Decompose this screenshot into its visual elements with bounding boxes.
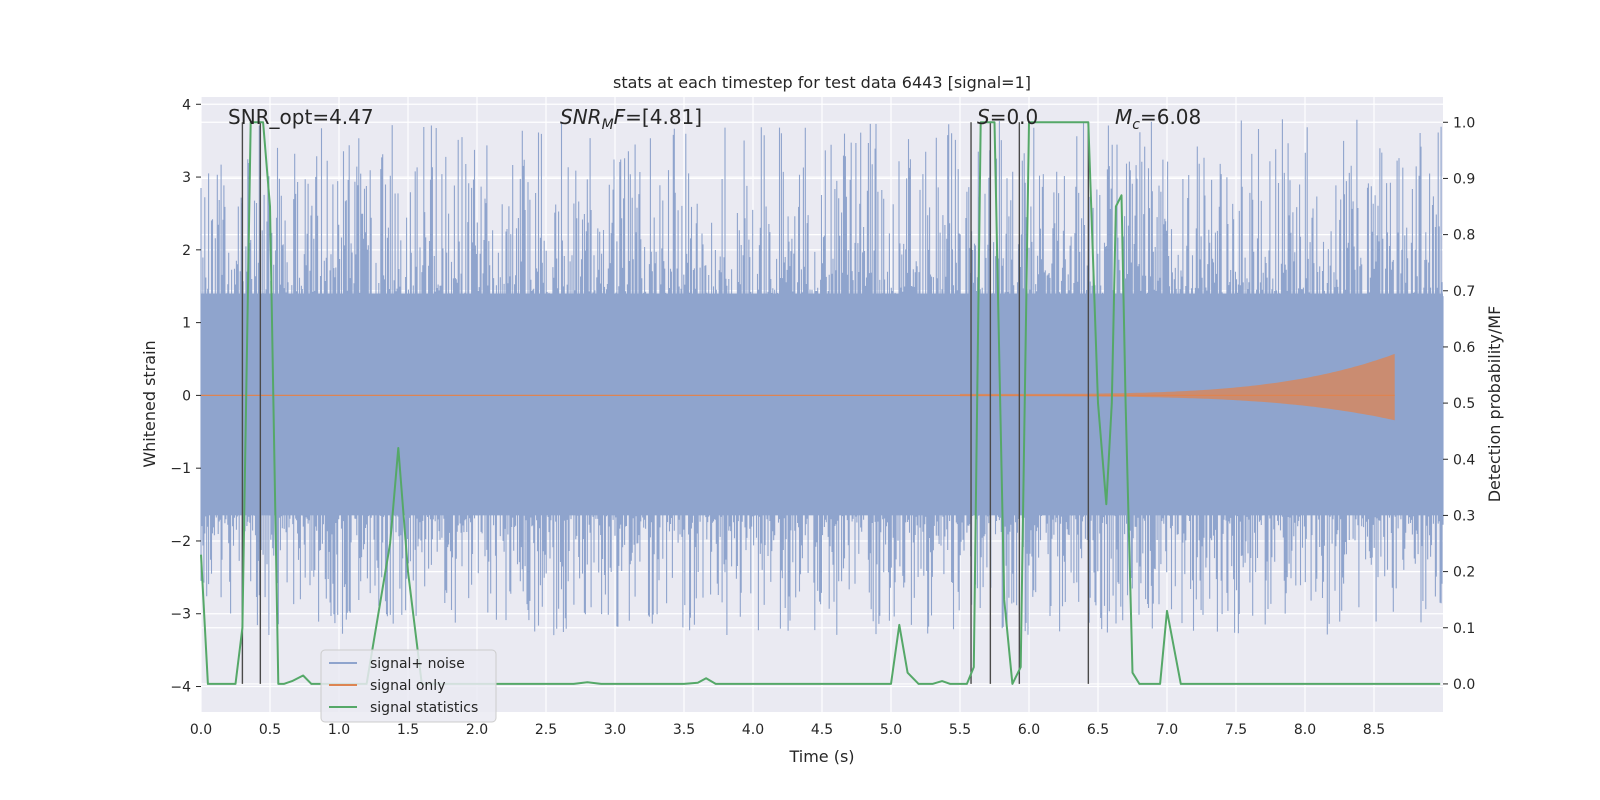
x-tick-label: 8.5 <box>1363 722 1385 738</box>
chart-title: stats at each timestep for test data 644… <box>613 73 1031 92</box>
y-tick-label: −2 <box>170 534 191 550</box>
signal-statistics-line <box>200 121 1441 685</box>
x-tick-label: 3.0 <box>604 722 626 738</box>
snr-mf-subscript: M <box>602 117 614 133</box>
x-tick-label: 5.5 <box>949 722 971 738</box>
annotation-snr-opt: SNR_opt=4.47 <box>228 105 374 129</box>
s-value: =0.0 <box>990 105 1039 129</box>
noise-series-layer <box>200 119 1444 636</box>
mc-value: =6.08 <box>1140 105 1201 129</box>
noise-spikes <box>200 119 1444 636</box>
x-tick-label: 0.5 <box>259 722 281 738</box>
legend-label-noise: signal+ noise <box>370 656 465 672</box>
y2-tick-label: 0.6 <box>1453 340 1475 356</box>
y2-axis-label: Detection probability/MF <box>1485 306 1504 503</box>
x-tick-label: 6.0 <box>1018 722 1040 738</box>
y2-tick-label: 0.7 <box>1453 284 1475 300</box>
legend-label-statistics: signal statistics <box>370 700 478 716</box>
y-tick-label: −1 <box>170 461 191 477</box>
x-tick-label: 5.0 <box>880 722 902 738</box>
y2-tick-label: 0.4 <box>1453 452 1475 468</box>
y2-tick-label: 0.1 <box>1453 621 1475 637</box>
y-tick-label: 1 <box>182 316 191 332</box>
mc-label: M <box>1115 105 1132 129</box>
y-tick-label: 2 <box>182 243 191 259</box>
y-tick-label: −4 <box>170 680 191 696</box>
y-tick-label: −3 <box>170 607 191 623</box>
x-tick-label: 6.5 <box>1087 722 1109 738</box>
x-tick-label: 7.0 <box>1156 722 1178 738</box>
y2-tick-label: 1.0 <box>1453 115 1475 131</box>
s-label: S <box>977 105 990 129</box>
annotation-mc: Mc=6.08 <box>1115 105 1201 133</box>
x-tick-label: 1.0 <box>328 722 350 738</box>
y-axis-label: Whitened strain <box>140 340 159 467</box>
y2-tick-label: 0.8 <box>1453 228 1475 244</box>
x-tick-label: 4.0 <box>742 722 764 738</box>
y2-tick-label: 0.2 <box>1453 565 1475 581</box>
y2-tick-label: 0.9 <box>1453 171 1475 187</box>
signal-chirp-envelope <box>960 353 1395 421</box>
y2-tick-label: 0.0 <box>1453 677 1475 693</box>
y-tick-label: 4 <box>182 97 191 113</box>
y2-tick-label: 0.3 <box>1453 508 1475 524</box>
legend: signal+ noise signal only signal statist… <box>320 649 497 723</box>
x-tick-label: 3.5 <box>673 722 695 738</box>
mc-subscript: c <box>1132 117 1140 133</box>
signal-only-series-layer <box>201 353 1395 421</box>
x-axis-label: Time (s) <box>788 747 854 766</box>
x-tick-label: 0.0 <box>190 722 212 738</box>
x-tick-label: 2.5 <box>535 722 557 738</box>
legend-frame <box>320 649 497 723</box>
x-tick-label: 1.5 <box>397 722 419 738</box>
axis-layer: 0.0 0.5 1.0 1.5 2.0 2.5 3.0 3.5 4.0 4.5 5.0 5.5 6.0 6… <box>170 97 1475 738</box>
snr-mf-main: SNR <box>560 105 602 129</box>
legend-label-signal: signal only <box>370 678 445 694</box>
snr-mf-value: =[4.81] <box>625 105 702 129</box>
annotation-s: S=0.0 <box>977 105 1038 129</box>
x-tick-label: 2.0 <box>466 722 488 738</box>
x-tick-label: 7.5 <box>1225 722 1247 738</box>
annotation-snr-mf: SNRMF=[4.81] <box>560 105 702 133</box>
y-tick-label: 3 <box>182 170 191 186</box>
snr-mf-suffix: F <box>614 105 626 129</box>
x-tick-label: 4.5 <box>811 722 833 738</box>
x-tick-label: 8.0 <box>1294 722 1316 738</box>
signal-statistics-series-layer <box>200 121 1441 685</box>
y-tick-label: 0 <box>182 388 191 404</box>
y2-tick-label: 0.5 <box>1453 396 1475 412</box>
